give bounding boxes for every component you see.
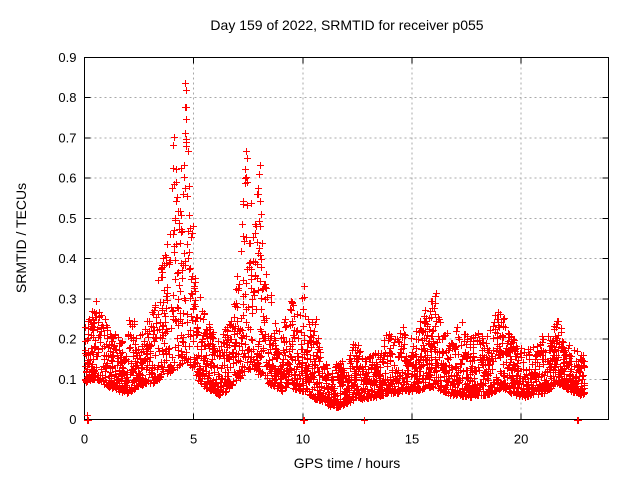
y-tick-label: 0.5	[58, 211, 76, 226]
grid-lines	[84, 57, 609, 420]
x-tick-label: 5	[190, 432, 197, 447]
x-axis-label: GPS time / hours	[293, 455, 401, 471]
x-tick-label: 10	[296, 432, 310, 447]
y-tick-label: 0.9	[58, 50, 76, 65]
chart-title: Day 159 of 2022, SRMTID for receiver p05…	[210, 17, 484, 33]
plot-border	[84, 57, 609, 420]
scatter-points	[82, 80, 588, 424]
x-tick-label: 20	[514, 432, 528, 447]
y-tick-label: 0.7	[58, 130, 76, 145]
y-tick-label: 0.8	[58, 90, 76, 105]
y-tick-label: 0.4	[58, 251, 76, 266]
y-tick-label: 0	[69, 412, 76, 427]
y-tick-label: 0.3	[58, 291, 76, 306]
y-tick-label: 0.6	[58, 171, 76, 186]
axis-ticks	[84, 57, 609, 420]
x-tick-label: 15	[405, 432, 419, 447]
x-tick-label: 0	[81, 432, 88, 447]
y-tick-label: 0.2	[58, 332, 76, 347]
y-tick-label: 0.1	[58, 372, 76, 387]
